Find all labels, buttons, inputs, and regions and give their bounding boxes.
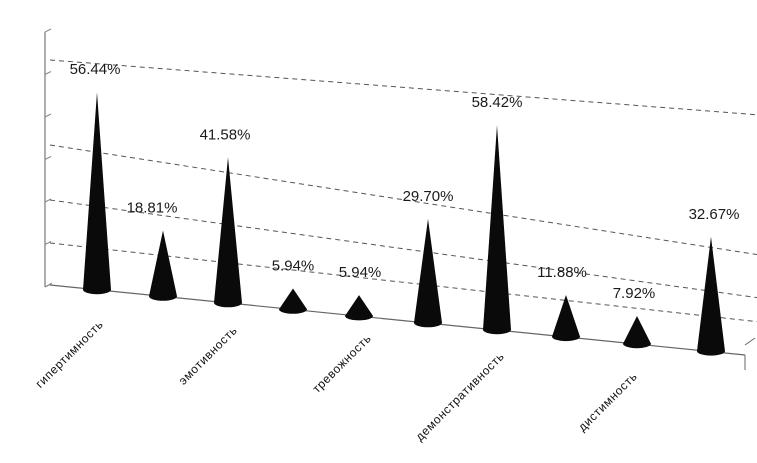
data-label: 56.44% — [70, 61, 121, 78]
grid-line-mid — [49, 199, 757, 299]
data-label: 11.88% — [537, 264, 587, 281]
cone-mark — [149, 230, 177, 301]
data-label: 58.42% — [472, 94, 523, 111]
cone-mark — [279, 288, 307, 314]
wall-tick — [44, 28, 52, 33]
category-tick-labels: гипертимность эмотивность тревожность демон… — [33, 317, 641, 443]
cone-mark — [83, 92, 111, 295]
category-tick-label: дистимность — [575, 369, 640, 434]
floor-corner — [744, 337, 756, 346]
wall-tick — [44, 71, 52, 75]
data-labels: 56.44% 18.81% 41.58% 5.94% 5.94% 29.70% 58.42%… — [70, 61, 740, 302]
cone-mark — [414, 218, 442, 328]
cone-mark — [623, 315, 651, 349]
category-tick-label: демонстративность — [413, 349, 507, 443]
wall-tick — [44, 198, 52, 203]
category-tick-label: гипертимность — [33, 317, 107, 391]
grid-line-top — [49, 59, 757, 116]
data-label: 5.94% — [339, 264, 382, 281]
cone-mark — [697, 236, 725, 356]
data-label: 18.81% — [127, 199, 178, 216]
cone-series — [83, 92, 725, 356]
cone-mark — [214, 157, 243, 308]
data-label: 29.70% — [403, 188, 454, 205]
category-tick-label: тревожность — [310, 331, 375, 396]
cone-mark — [552, 295, 580, 342]
cone-mark — [483, 125, 511, 335]
grid-line-upper — [49, 144, 757, 256]
wall-tick — [44, 283, 52, 288]
data-label: 32.67% — [689, 206, 740, 223]
data-label: 41.58% — [200, 126, 251, 143]
cone-mark — [345, 295, 373, 321]
wall-tick — [44, 113, 52, 118]
wall-tick — [44, 241, 52, 245]
wall-tick — [44, 156, 52, 160]
category-tick-label: эмотивность — [176, 323, 240, 387]
data-label: 5.94% — [272, 258, 315, 275]
data-label: 7.92% — [613, 285, 656, 302]
